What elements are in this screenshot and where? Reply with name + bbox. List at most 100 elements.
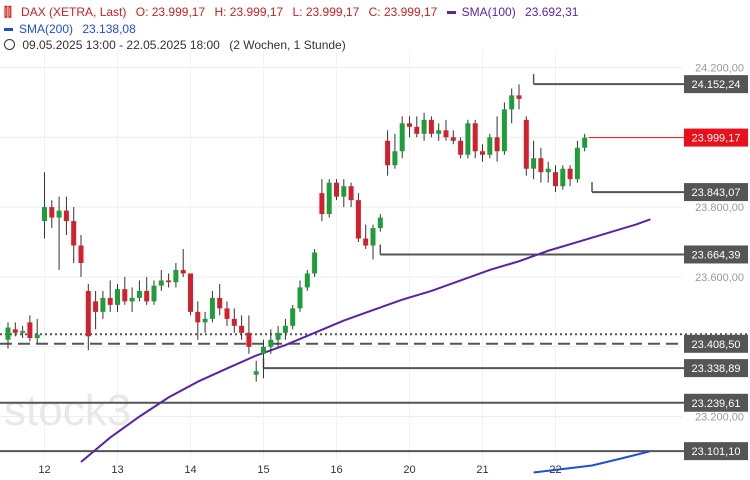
close-value: C: 23.999,17 xyxy=(368,5,438,19)
candle-body xyxy=(545,168,551,173)
open-value: O: 23.999,17 xyxy=(135,5,206,19)
level-label: 23.408,50 xyxy=(692,339,741,351)
candle-body xyxy=(392,151,398,166)
candle-body xyxy=(56,210,62,218)
last-price-label: 23.999,17 xyxy=(692,133,741,145)
legend-row-instrument: ⫿⫿ DAX (XETRA, Last) O: 23.999,17 H: 23.… xyxy=(4,3,584,21)
candle-body xyxy=(348,186,354,201)
candle-body xyxy=(253,371,259,375)
x-tick-label: 13 xyxy=(111,464,123,476)
candle-body xyxy=(509,95,515,110)
candle-body xyxy=(173,269,179,283)
chart-type-icon: ⫿⫿ xyxy=(4,5,12,19)
candle-body xyxy=(42,207,47,222)
candle-body xyxy=(136,290,142,298)
candle-body xyxy=(34,334,40,339)
candle-body xyxy=(487,137,493,155)
candle-body xyxy=(100,297,106,312)
candle-body xyxy=(450,137,456,141)
y-tick-label: 23.800,00 xyxy=(695,202,744,214)
candle-body xyxy=(443,130,449,138)
candle-body xyxy=(428,119,434,134)
candle-body xyxy=(574,147,580,180)
candle-body xyxy=(195,311,201,323)
candle-body xyxy=(115,289,120,305)
level-label-box xyxy=(684,359,748,378)
level-labels: 24.152,24 23.843,07 23.664,39 23.408,50 23.3… xyxy=(588,75,748,461)
candle-body xyxy=(523,119,529,169)
candle-body xyxy=(494,137,500,152)
candle-body xyxy=(107,297,113,305)
candle-body xyxy=(465,123,471,155)
x-tick-label: 20 xyxy=(403,464,415,476)
candle-body xyxy=(472,123,478,152)
candle-body xyxy=(414,126,420,134)
candle-body xyxy=(78,245,84,263)
level-label: 23.338,89 xyxy=(692,363,741,375)
x-tick-label: 16 xyxy=(330,464,342,476)
candle-body xyxy=(567,168,573,180)
candle-body xyxy=(246,332,252,347)
level-label-box xyxy=(684,442,748,461)
candle-body xyxy=(217,297,223,309)
candle-body xyxy=(326,182,332,215)
candle-body xyxy=(93,301,99,312)
candle-body xyxy=(582,137,588,148)
y-tick-label: 23.600,00 xyxy=(695,272,744,284)
candle-body xyxy=(297,287,303,309)
candle-body xyxy=(188,273,193,312)
candle-body xyxy=(209,297,215,319)
candle-body xyxy=(129,297,135,302)
candle-body xyxy=(5,327,11,340)
x-tick-label: 15 xyxy=(257,464,269,476)
level-label-box xyxy=(684,183,748,202)
sma200-swatch xyxy=(4,28,13,32)
candle-body xyxy=(341,186,347,197)
level-label-box xyxy=(684,393,748,412)
level-label: 24.152,24 xyxy=(692,79,741,91)
candle-body xyxy=(239,325,245,333)
candle-body xyxy=(531,158,537,169)
low-value: L: 23.999,17 xyxy=(292,5,360,19)
sma100-swatch xyxy=(446,11,456,15)
level-label: 23.101,10 xyxy=(692,446,741,458)
candle-body xyxy=(27,322,33,339)
candle-body xyxy=(49,207,55,218)
candle-body xyxy=(63,210,69,222)
watermark: stock3 xyxy=(4,386,131,435)
candle-body xyxy=(407,123,412,127)
high-value: H: 23.999,17 xyxy=(214,5,284,19)
sma100-line xyxy=(80,218,651,463)
candle-body xyxy=(334,182,339,197)
candle-body xyxy=(122,289,128,302)
instrument-name: DAX (XETRA, Last) xyxy=(21,5,127,19)
candle-body xyxy=(312,252,318,274)
sma200-line xyxy=(533,450,651,474)
clock-icon xyxy=(4,39,15,50)
moving-averages xyxy=(80,218,651,474)
candle-body xyxy=(151,285,157,302)
x-tick-label: 21 xyxy=(476,464,488,476)
level-label-box xyxy=(684,75,748,94)
y-tick-label: 23.200,00 xyxy=(695,412,744,424)
candle-body xyxy=(385,140,391,166)
candle-body xyxy=(224,308,230,319)
sma100-label: SMA(100) xyxy=(461,5,516,19)
period-label: (2 Wochen, 1 Stunde) xyxy=(229,38,346,52)
candle-body xyxy=(268,339,274,347)
candle-body xyxy=(231,318,237,326)
level-label: 23.843,07 xyxy=(692,187,741,199)
candle-body xyxy=(458,140,464,155)
legend-row-sma200: SMA(200) 23.138,08 xyxy=(4,20,142,38)
date-range: 09.05.2025 13:00 - 22.05.2025 18:00 xyxy=(22,38,220,52)
candle-body xyxy=(363,238,369,246)
candle-body xyxy=(304,273,310,288)
candle-body xyxy=(85,290,91,337)
candle-body xyxy=(290,308,296,326)
candle-body xyxy=(370,228,376,246)
sma100-value: 23.692,31 xyxy=(525,5,579,19)
candle-body xyxy=(12,329,18,333)
level-label: 23.239,61 xyxy=(692,398,741,410)
x-tick-label: 12 xyxy=(38,464,50,476)
